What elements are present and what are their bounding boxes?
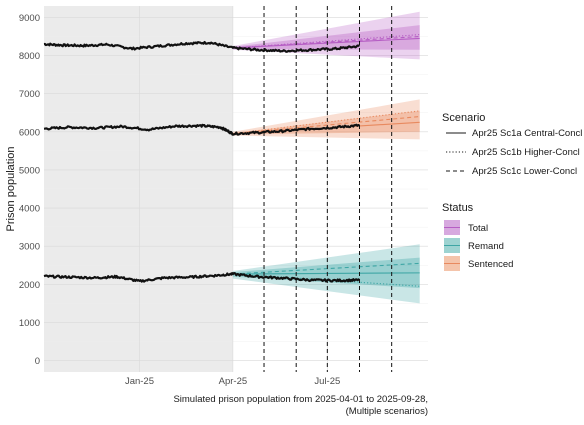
chart-caption-line2: (Multiple scenarios) bbox=[346, 406, 428, 417]
y-tick-label: 0 bbox=[35, 356, 40, 367]
status-legend-label-total: Total bbox=[468, 223, 488, 234]
y-tick-label: 3000 bbox=[19, 242, 40, 253]
y-axis-title: Prison population bbox=[5, 146, 17, 231]
scenario-line-higher-total bbox=[232, 34, 420, 49]
fan-band-inner-remand bbox=[232, 257, 420, 289]
y-tick-label: 8000 bbox=[19, 51, 40, 62]
scenario-line-lower-total bbox=[232, 35, 420, 49]
chart-caption-line1: Simulated prison population from 2025-04… bbox=[173, 394, 428, 405]
scenario-legend: Scenario Apr25 Sc1a Central-Concl Apr25 … bbox=[442, 112, 582, 177]
observed-line-remand bbox=[43, 272, 361, 283]
axes: 0 1000 2000 3000 4000 5000 6000 7000 8000 9000 Jan… bbox=[19, 13, 340, 387]
status-legend-title: Status bbox=[442, 202, 474, 214]
y-tick-label: 9000 bbox=[19, 13, 40, 24]
scenario-line-higher-sentenced bbox=[232, 110, 420, 135]
x-tick-label: Apr-25 bbox=[219, 376, 248, 387]
observed-line-total bbox=[43, 40, 360, 53]
scenario-legend-label-higher: Apr25 Sc1b Higher-Concl bbox=[472, 147, 580, 158]
observed-line-sentenced bbox=[43, 123, 360, 136]
status-legend: Status Total Remand Sentenced bbox=[442, 202, 513, 271]
x-tick-label: Jul-25 bbox=[314, 376, 340, 387]
status-legend-label-sentenced: Sentenced bbox=[468, 259, 513, 270]
status-legend-label-remand: Remand bbox=[468, 241, 504, 252]
y-tick-label: 7000 bbox=[19, 89, 40, 100]
scenario-legend-label-central: Apr25 Sc1a Central-Concl bbox=[472, 128, 582, 139]
y-tick-label: 1000 bbox=[19, 318, 40, 329]
y-tick-label: 5000 bbox=[19, 165, 40, 176]
fan-band-inner-total bbox=[232, 25, 420, 50]
fan-band-outer-total bbox=[232, 11, 420, 60]
scenario-legend-title: Scenario bbox=[442, 112, 485, 124]
x-tick-label: Jan-25 bbox=[125, 376, 154, 387]
fan-band-outer-sentenced bbox=[232, 99, 420, 140]
y-tick-label: 2000 bbox=[19, 280, 40, 291]
y-tick-label: 4000 bbox=[19, 204, 40, 215]
scenario-legend-label-lower: Apr25 Sc1c Lower-Concl bbox=[472, 166, 577, 177]
y-tick-label: 6000 bbox=[19, 127, 40, 138]
plot-area bbox=[43, 6, 428, 372]
